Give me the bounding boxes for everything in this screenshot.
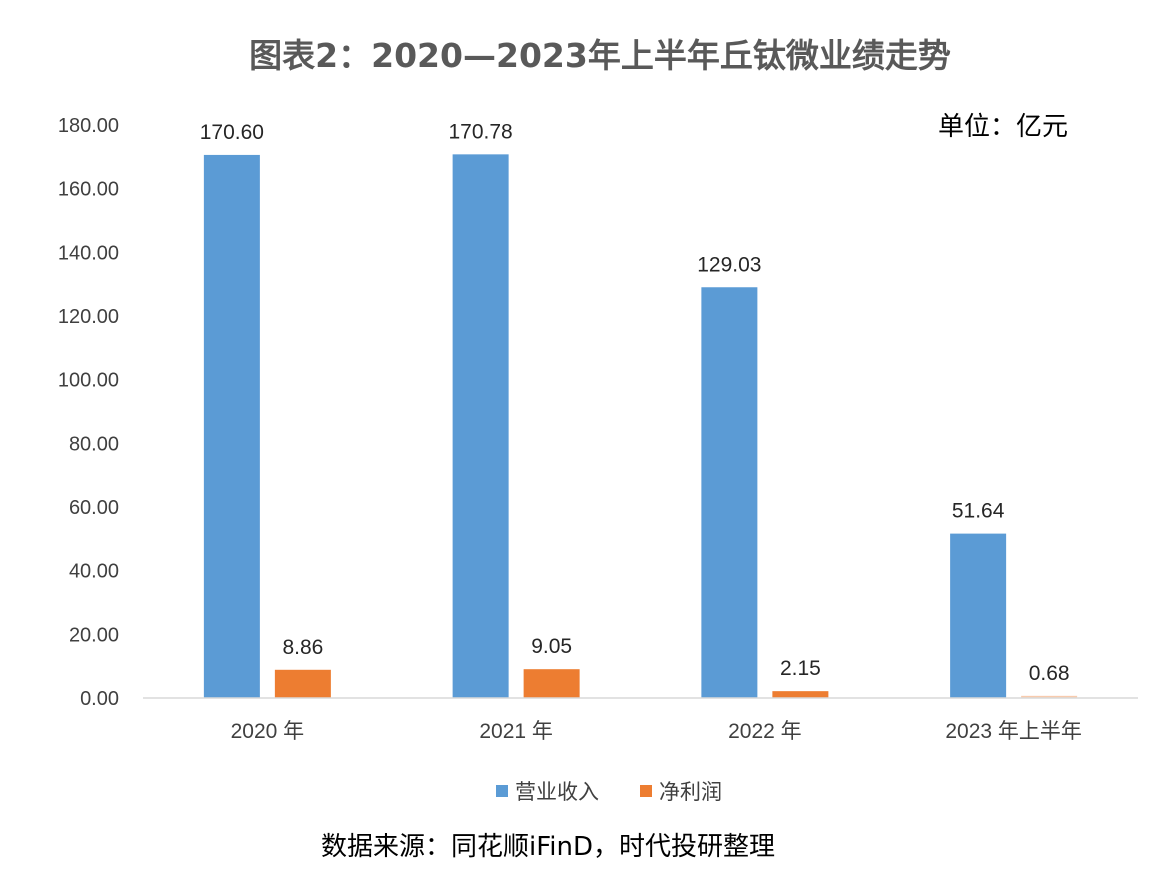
plot-area: 170.60 8.86 170.78 9.05 129.03 2.15 51.64 0.68 — [200, 120, 1078, 698]
data-label: 2.15 — [780, 657, 821, 680]
data-label: 8.86 — [282, 636, 323, 659]
bar-net-profit — [523, 669, 580, 698]
y-tick-label: 180.00 — [58, 115, 119, 137]
bar-net-profit — [772, 691, 829, 698]
y-tick-label: 140.00 — [58, 242, 119, 264]
data-label: 129.03 — [697, 253, 761, 276]
data-label: 0.68 — [1029, 662, 1070, 685]
data-label: 9.05 — [531, 635, 572, 658]
y-tick-label: 160.00 — [58, 179, 119, 201]
source-note: 数据来源：同花顺iFinD，时代投研整理 — [321, 832, 775, 862]
unit-label: 单位：亿元 — [938, 112, 1068, 142]
data-label: 170.78 — [449, 120, 513, 143]
y-tick-label: 0.00 — [80, 688, 119, 710]
y-tick-label: 80.00 — [69, 433, 119, 455]
bar-revenue — [203, 154, 260, 698]
legend: 营业收入 净利润 — [496, 780, 722, 804]
legend-swatch-revenue — [496, 785, 508, 797]
y-axis: 0.00 20.00 40.00 60.00 80.00 100.00 120.00 140.… — [58, 115, 119, 710]
bar-revenue — [701, 287, 758, 698]
bar-net-profit — [1021, 695, 1078, 698]
x-tick-label: 2020 年 — [231, 720, 305, 743]
data-label: 170.60 — [200, 121, 264, 144]
chart-title: 图表2：2020—2023年上半年丘钛微业绩走势 — [249, 36, 951, 75]
x-tick-label: 2021 年 — [479, 720, 553, 743]
y-tick-label: 100.00 — [58, 370, 119, 392]
legend-label: 净利润 — [659, 780, 722, 804]
data-label: 51.64 — [952, 500, 1005, 523]
y-tick-label: 120.00 — [58, 306, 119, 328]
legend-label: 营业收入 — [515, 780, 599, 804]
bar-revenue — [950, 533, 1007, 698]
legend-swatch-net-profit — [640, 785, 652, 797]
bar-revenue — [452, 154, 509, 698]
bar-net-profit — [274, 669, 331, 698]
y-tick-label: 60.00 — [69, 497, 119, 519]
x-axis: 2020 年 2021 年 2022 年 2023 年上半年 — [231, 720, 1082, 743]
y-tick-label: 20.00 — [69, 624, 119, 646]
x-tick-label: 2022 年 — [728, 720, 802, 743]
y-tick-label: 40.00 — [69, 561, 119, 583]
x-tick-label: 2023 年上半年 — [945, 720, 1082, 743]
